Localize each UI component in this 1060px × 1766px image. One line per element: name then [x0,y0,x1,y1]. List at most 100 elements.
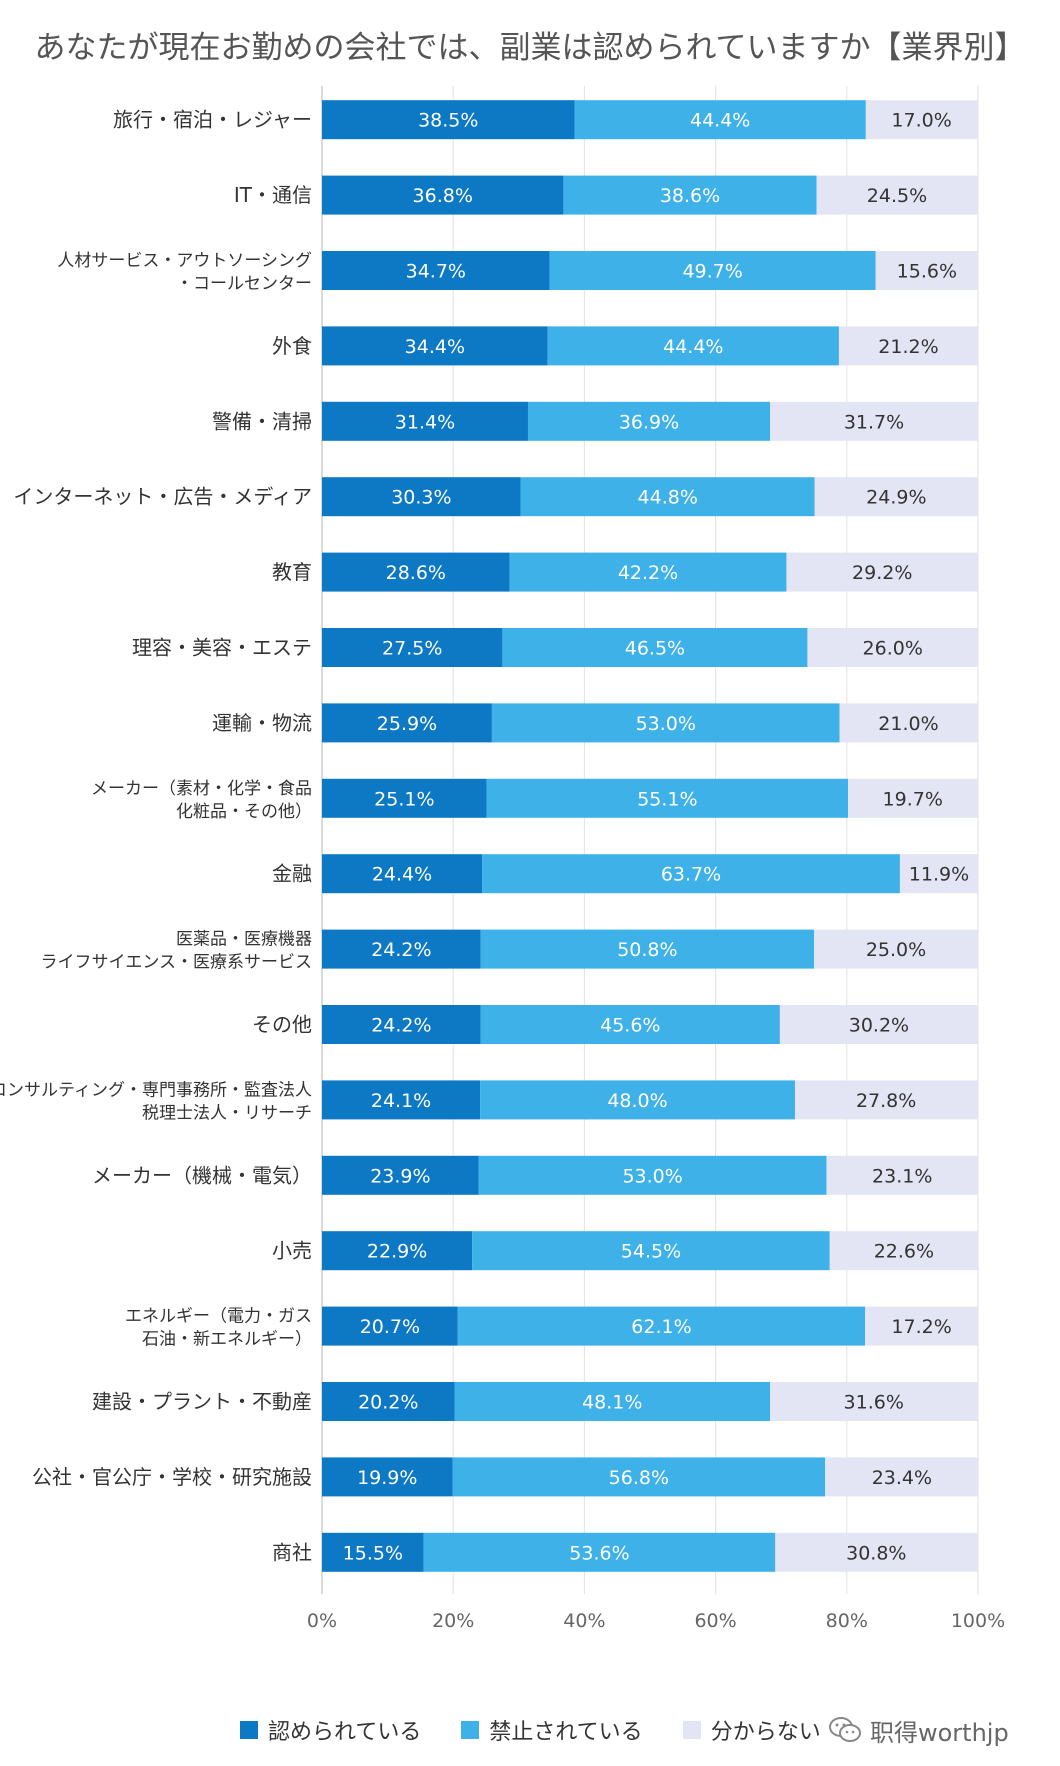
bar-segment [457,1306,866,1346]
x-tick-label: 60% [694,1610,736,1632]
bar-segment [838,326,978,366]
data-label: 15.6% [897,261,957,283]
category-label: 金融 [272,862,312,886]
category-label: エネルギー（電力・ガス [125,1307,312,1327]
data-label: 48.1% [582,1392,642,1414]
category-label: IT・通信 [234,183,312,207]
category-label: 公社・官公庁・学校・研究施設 [32,1465,312,1489]
bar-segment [478,1155,827,1195]
data-label: 56.8% [609,1467,669,1489]
bar-segment [865,100,978,140]
data-label: 23.1% [872,1165,932,1187]
data-label: 55.1% [637,788,697,810]
bar-segment [322,552,510,592]
data-label: 31.6% [844,1392,904,1414]
bar-segment [322,1306,458,1346]
category-label: 警備・清掃 [212,409,312,433]
data-label: 31.4% [395,411,455,433]
data-label: 21.2% [878,336,938,358]
legend-item-allowed: 認められている [240,1714,421,1746]
bar-segment [322,1457,453,1497]
bar-segment [472,1231,830,1271]
bar-segment [814,929,978,969]
category-label: ・コールセンター [176,274,312,294]
x-tick-layer: 0% 20% 40% 60% 80% 100% [307,1610,1005,1632]
bar-segment [322,854,483,894]
bar-segment [829,1231,978,1271]
data-label: 20.7% [360,1316,420,1338]
x-tick-label: 0% [307,1610,337,1632]
legend-swatch-unknown [682,1721,701,1739]
data-label: 63.7% [661,864,721,886]
bar-segment [423,1532,776,1572]
bar-segment [322,251,550,290]
legend-item-prohibited: 禁止されている [461,1714,643,1746]
bar-segment [509,552,787,592]
legend-label-unknown: 分からない [710,1720,821,1745]
bar-segment [322,703,492,743]
data-label: 53.6% [569,1542,629,1564]
data-label: 19.9% [357,1467,417,1489]
data-label: 24.2% [371,1015,431,1037]
data-label: 30.2% [849,1015,909,1037]
category-label: 石油・新エネルギー） [142,1330,312,1350]
bar-segment [322,326,548,366]
legend-swatch-allowed [240,1721,258,1739]
data-label: 25.1% [374,788,434,810]
bar-segment [786,552,978,592]
bar-segment [486,778,849,818]
bar-segment [770,401,978,441]
data-label: 38.5% [418,110,478,132]
bar-segment [848,778,978,818]
bar-segment [322,100,575,140]
bar-segment [839,703,978,743]
category-label: 理容・美容・エステ [132,636,312,660]
data-label: 34.4% [405,336,465,358]
category-label: インターネット・広告・メディア [13,485,312,509]
data-label: 45.6% [600,1015,660,1037]
data-label: 30.3% [391,487,451,509]
category-label: その他 [252,1013,312,1037]
bar-segment [322,778,487,818]
bar-segment [899,854,978,894]
category-label: ライフサイエンス・医療系サービス [41,953,313,973]
bar-segment [480,929,814,969]
bar-segment [807,628,978,667]
bar-segment [322,175,564,215]
bar-segment [816,175,978,215]
bar-segment [322,1155,479,1195]
category-label: 運輸・物流 [212,711,312,735]
bar-segment [825,1457,979,1497]
data-label: 44.4% [690,110,750,132]
category-label: 医薬品・医療機器 [176,930,312,950]
category-label: メーカー（素材・化学・食品 [91,779,312,799]
legend-item-unknown: 分からない [682,1714,821,1746]
data-label: 11.9% [909,864,969,886]
data-label: 48.0% [607,1090,667,1112]
data-label: 50.8% [617,939,677,961]
category-label: 税理士法人・リサーチ [142,1103,312,1123]
legend-label-prohibited: 禁止されている [489,1720,643,1745]
category-label: コンサルティング・専門事務所・監査法人 [0,1080,312,1100]
bar-segment [322,401,528,441]
data-label: 27.8% [856,1090,916,1112]
bar-segment [322,1382,455,1421]
category-label: 商社 [272,1540,312,1564]
category-label: 教育 [272,560,312,584]
bar-segment [875,251,978,290]
bar-segment [322,628,503,667]
data-label: 53.0% [636,713,696,735]
data-label: 25.9% [377,713,437,735]
legend: 認められている 禁止されている 分からない [240,1712,861,1748]
bar-segment [814,477,978,517]
bar-segment [826,1155,978,1195]
data-label: 30.8% [846,1542,906,1564]
data-label: 36.9% [619,411,679,433]
bar-segment [322,477,521,517]
bar-segment [547,326,839,366]
bar-segment [452,1457,826,1497]
data-label: 25.0% [866,939,926,961]
category-label: 人材サービス・アウトソーシング [57,251,312,271]
category-label: メーカー（機械・電気） [92,1163,312,1187]
